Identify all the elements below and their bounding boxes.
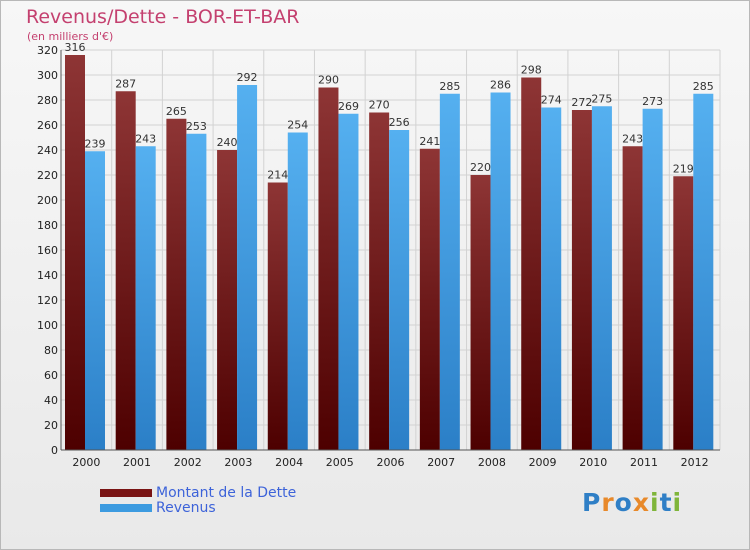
legend-swatch-revenus bbox=[100, 504, 152, 512]
bar-revenus bbox=[490, 92, 511, 450]
x-tick-label: 2003 bbox=[224, 456, 252, 469]
legend-label-dette: Montant de la Dette bbox=[156, 485, 297, 501]
y-tick-label: 100 bbox=[37, 319, 58, 332]
bar-revenus bbox=[338, 113, 359, 450]
legend-swatch-dette bbox=[100, 489, 152, 497]
chart-subtitle: (en milliers d'€) bbox=[27, 30, 114, 43]
x-tick-label: 2004 bbox=[275, 456, 303, 469]
data-label-revenus: 239 bbox=[85, 137, 106, 150]
bar-revenus bbox=[85, 151, 105, 450]
bar-revenus bbox=[287, 132, 308, 450]
y-tick-label: 200 bbox=[37, 194, 58, 207]
data-label-dette: 240 bbox=[217, 136, 238, 149]
y-tick-label: 60 bbox=[44, 369, 58, 382]
y-tick-label: 220 bbox=[37, 169, 58, 182]
y-tick-label: 180 bbox=[37, 219, 58, 232]
y-tick-label: 80 bbox=[44, 344, 58, 357]
y-tick-label: 0 bbox=[51, 444, 58, 457]
legend-label-revenus: Revenus bbox=[156, 500, 216, 516]
x-tick-label: 2010 bbox=[579, 456, 607, 469]
data-label-dette: 265 bbox=[166, 105, 187, 118]
bar-dette bbox=[217, 150, 238, 450]
x-tick-label: 2001 bbox=[123, 456, 151, 469]
y-tick-label: 140 bbox=[37, 269, 58, 282]
data-label-dette: 290 bbox=[318, 74, 339, 87]
bar-dette bbox=[318, 87, 339, 450]
y-tick-label: 40 bbox=[44, 394, 58, 407]
proxiti-logo: Proxiti bbox=[582, 488, 683, 517]
bar-dette bbox=[369, 112, 390, 450]
data-label-dette: 241 bbox=[419, 135, 440, 148]
data-label-dette: 316 bbox=[65, 41, 86, 54]
data-label-revenus: 286 bbox=[490, 79, 511, 92]
x-tick-label: 2011 bbox=[630, 456, 658, 469]
y-tick-label: 20 bbox=[44, 419, 58, 432]
y-tick-label: 260 bbox=[37, 119, 58, 132]
data-label-revenus: 273 bbox=[642, 95, 663, 108]
bar-revenus bbox=[237, 85, 258, 450]
y-tick-label: 320 bbox=[37, 44, 58, 57]
data-label-revenus: 243 bbox=[135, 132, 156, 145]
data-label-revenus: 285 bbox=[439, 80, 460, 93]
bar-dette bbox=[166, 118, 187, 450]
bar-revenus bbox=[591, 106, 612, 450]
bar-revenus bbox=[693, 93, 714, 450]
bar-dette bbox=[65, 55, 85, 450]
data-label-dette: 272 bbox=[571, 96, 592, 109]
data-label-dette: 220 bbox=[470, 161, 491, 174]
bar-dette bbox=[267, 182, 288, 450]
data-label-revenus: 269 bbox=[338, 100, 359, 113]
data-label-revenus: 285 bbox=[693, 80, 714, 93]
bar-dette bbox=[470, 175, 491, 450]
y-tick-label: 300 bbox=[37, 69, 58, 82]
x-tick-label: 2005 bbox=[326, 456, 354, 469]
data-label-revenus: 256 bbox=[389, 116, 410, 129]
data-label-dette: 219 bbox=[673, 162, 694, 175]
data-label-revenus: 274 bbox=[541, 94, 562, 107]
bar-revenus bbox=[186, 133, 207, 450]
bar-dette bbox=[521, 77, 542, 450]
data-label-dette: 287 bbox=[115, 77, 136, 90]
data-label-dette: 214 bbox=[267, 169, 288, 182]
bar-revenus bbox=[439, 93, 460, 450]
bar-revenus bbox=[389, 130, 410, 450]
data-label-revenus: 275 bbox=[591, 92, 612, 105]
bar-dette bbox=[622, 146, 643, 450]
x-tick-label: 2006 bbox=[377, 456, 405, 469]
data-label-dette: 298 bbox=[521, 64, 542, 77]
data-label-dette: 243 bbox=[622, 132, 643, 145]
chart-title: Revenus/Dette - BOR-ET-BAR bbox=[26, 6, 300, 28]
bar-revenus bbox=[135, 146, 156, 450]
x-tick-label: 2002 bbox=[174, 456, 202, 469]
data-label-revenus: 254 bbox=[287, 119, 308, 132]
x-tick-label: 2009 bbox=[529, 456, 557, 469]
data-label-revenus: 253 bbox=[186, 120, 207, 133]
x-tick-label: 2008 bbox=[478, 456, 506, 469]
x-tick-label: 2007 bbox=[427, 456, 455, 469]
data-label-dette: 270 bbox=[369, 99, 390, 112]
data-label-revenus: 292 bbox=[237, 71, 258, 84]
bar-dette bbox=[115, 91, 136, 450]
bar-dette bbox=[673, 176, 694, 450]
bar-dette bbox=[571, 110, 592, 450]
x-tick-label: 2000 bbox=[72, 456, 100, 469]
y-tick-label: 240 bbox=[37, 144, 58, 157]
bar-dette bbox=[419, 148, 440, 450]
y-tick-label: 280 bbox=[37, 94, 58, 107]
bar-revenus bbox=[642, 108, 663, 450]
y-tick-label: 120 bbox=[37, 294, 58, 307]
x-tick-label: 2012 bbox=[681, 456, 709, 469]
bar-revenus bbox=[541, 107, 562, 450]
y-tick-label: 160 bbox=[37, 244, 58, 257]
